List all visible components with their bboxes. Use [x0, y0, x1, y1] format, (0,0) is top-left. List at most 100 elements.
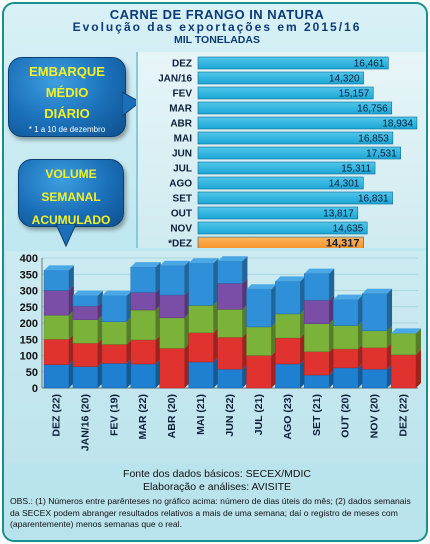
y-tick-label: 0	[32, 383, 38, 395]
hbar-category-label: DEZ	[172, 59, 192, 70]
hbar-value-label: 14,301	[329, 179, 360, 190]
stack-segment	[101, 344, 127, 364]
stack-segment	[275, 313, 301, 339]
stack-segment	[246, 355, 272, 389]
embarque-pointer	[122, 91, 141, 117]
hbar-category-label: *DEZ	[168, 239, 192, 249]
y-tick-label: 50	[26, 367, 38, 379]
stack-segment-side	[213, 300, 219, 333]
stack-top-face	[130, 262, 161, 268]
hbar-bar	[197, 206, 359, 220]
hbar-value-label: 14,320	[329, 74, 360, 85]
stack-segment	[130, 363, 156, 389]
x-tick-label: OUT (20)	[340, 394, 352, 438]
hbar-category-label: MAR	[169, 104, 193, 115]
stack-segment-side	[184, 343, 190, 388]
footer: Fonte dos dados básicos: SECEX/MDIC Elab…	[4, 465, 426, 531]
stack-segment-side	[126, 339, 132, 364]
stack-segment-side	[358, 362, 364, 388]
volume-line-3: ACUMULADO	[31, 213, 111, 227]
stack-segment-side	[126, 316, 132, 345]
embarque-line-3: DIÁRIO	[44, 106, 90, 121]
stack-segment	[72, 342, 99, 367]
stack-segment	[333, 348, 359, 369]
stack-segment	[333, 325, 359, 350]
stack-segment-side	[329, 318, 335, 352]
stack-top-face	[159, 260, 190, 266]
stack-segment-side	[329, 370, 335, 388]
stack-segment-side	[184, 260, 190, 296]
stack-segment	[188, 305, 214, 333]
x-tick-label: NOV (20)	[369, 394, 381, 438]
stack-segment	[217, 283, 243, 310]
chart-subtitle: Evolução das exportações em 2015/16	[72, 20, 362, 34]
volume-line-2: SEMANAL	[41, 190, 101, 204]
hbar-value-label: 14,635	[333, 224, 364, 235]
stack-segment	[217, 337, 243, 370]
hbar-value-label: 18,934	[382, 119, 413, 130]
hbar-category-label: JAN/16	[158, 74, 192, 85]
stack-segment-side	[329, 268, 335, 301]
y-tick-label: 100	[20, 351, 38, 363]
hbar-value-label: 13,817	[323, 209, 354, 220]
stack-segment-side	[184, 290, 190, 318]
stack-segment	[130, 309, 156, 341]
stack-segment-side	[155, 358, 161, 388]
x-tick-label: MAR (22)	[137, 394, 149, 440]
stack-segment-side	[329, 295, 335, 324]
hbar-bar	[197, 86, 374, 100]
stack-segment-side	[155, 334, 161, 364]
hbar-category-label: SET	[173, 194, 192, 205]
stack-segment	[361, 368, 388, 389]
stack-segment	[333, 299, 359, 326]
stack-segment	[72, 366, 99, 389]
stack-segment-side	[387, 288, 393, 331]
stack-segment-side	[329, 346, 335, 375]
stack-segment	[159, 317, 185, 349]
stack-segment	[246, 326, 272, 356]
stack-segment	[101, 295, 127, 322]
stack-segment-side	[242, 278, 248, 310]
unit-label: MIL TONELADAS	[174, 34, 260, 46]
stack-segment	[275, 281, 301, 315]
stack-segment	[390, 333, 417, 356]
y-tick-label: 200	[20, 318, 38, 330]
x-tick-label: SET (21)	[311, 394, 323, 436]
hbar-category-label: JUL	[173, 164, 192, 175]
y-tick-label: 400	[20, 253, 38, 265]
stack-segment-side	[387, 325, 393, 348]
weekly-stacked-chart: 0 50 100 150 200 250 300 350 400 DEZ (22) JAN/16 (…	[6, 251, 426, 463]
stack-top-face	[362, 288, 393, 294]
stack-segment	[130, 339, 156, 365]
hbar-category-label: JUN	[172, 149, 192, 160]
stack-segment	[333, 367, 359, 389]
hbar-category-label: FEV	[173, 89, 193, 100]
embarque-line-1: EMBARQUE	[29, 64, 105, 79]
stack-segment-side	[68, 359, 74, 388]
volume-callout: VOLUME SEMANAL ACUMULADO	[18, 159, 124, 227]
monthly-average-chart: DEZ 16,461 JAN/16 14,320 FEV 15,157 MAR 16,756 A…	[136, 52, 426, 250]
stack-segment-side	[358, 344, 364, 368]
x-tick-label: FEV (19)	[108, 394, 120, 436]
hbar-value-label: 16,853	[358, 134, 389, 145]
stack-segment-side	[300, 308, 306, 338]
stack-segment	[275, 337, 301, 365]
col-svg: 0 50 100 150 200 250 300 350 400 DEZ (22) JAN/16 (…	[20, 253, 421, 451]
hbar-value-label: 15,311	[341, 164, 371, 175]
hbar-bar	[197, 161, 376, 175]
hbar-bar	[197, 221, 368, 235]
hbar-category-label: AGO	[169, 179, 192, 190]
stack-top-face	[275, 276, 306, 282]
stack-segment-side	[68, 285, 74, 316]
stack-segment-side	[415, 328, 421, 355]
hbar-bar	[197, 191, 393, 205]
stack-segment	[304, 351, 330, 376]
stack-segment	[43, 339, 70, 365]
stack-segment-side	[68, 334, 74, 365]
y-tick-label: 300	[20, 286, 38, 298]
stack-segment-side	[155, 262, 161, 293]
stack-segment	[43, 314, 70, 340]
stack-segment-side	[213, 357, 219, 388]
stack-segment-side	[415, 349, 421, 388]
